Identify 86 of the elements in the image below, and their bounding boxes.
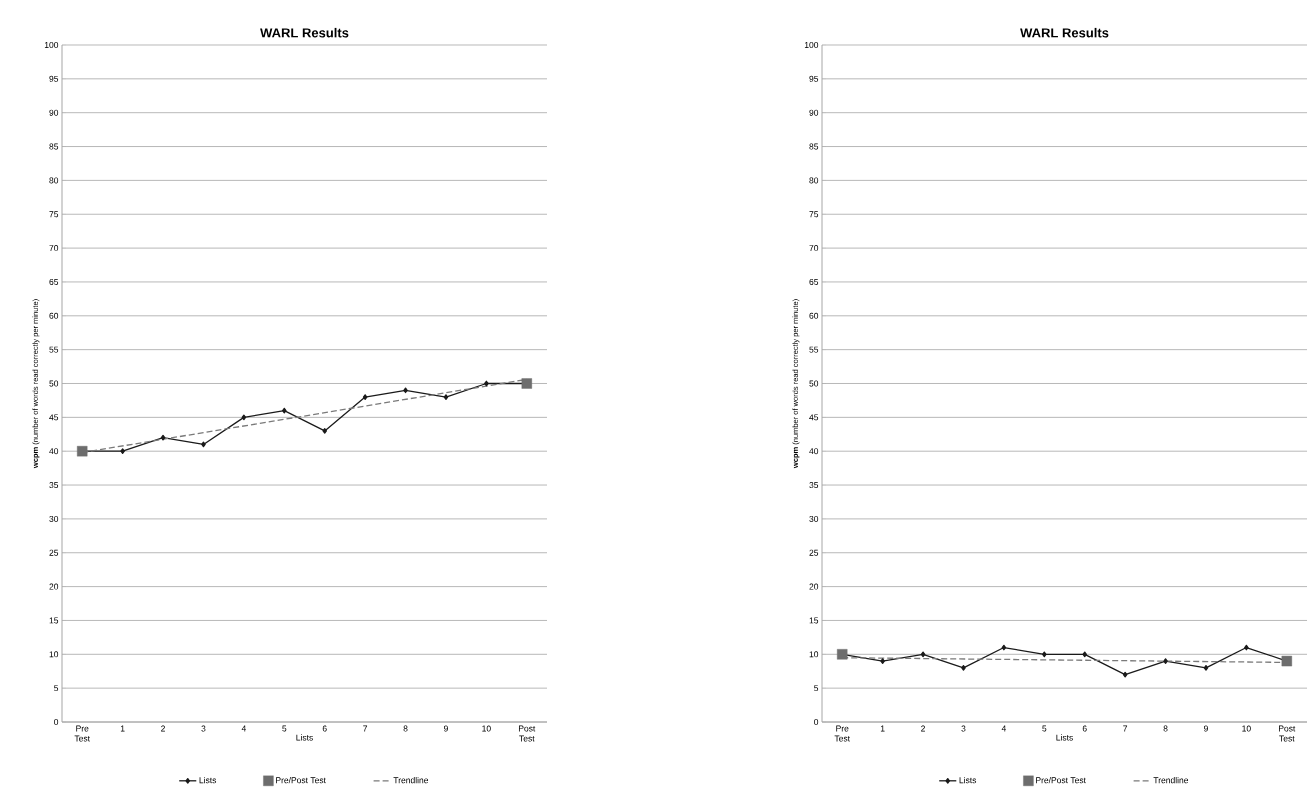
x-tick-label: 7	[363, 725, 368, 732]
x-tick-label: 6	[1082, 725, 1087, 732]
y-tick-label: 40	[49, 448, 59, 455]
x-tick-label: 1	[120, 725, 125, 732]
y-tick-label: 80	[809, 177, 819, 184]
y-tick-label: 90	[49, 109, 59, 116]
y-tick-label: 45	[809, 414, 819, 421]
y-tick-label: 90	[809, 109, 819, 116]
point	[282, 407, 287, 414]
y-tick-label: 95	[49, 75, 59, 82]
x-tick-label: 8	[1163, 725, 1168, 732]
x-tick-label: 7	[1123, 725, 1128, 732]
x-tick-label: 5	[1042, 725, 1047, 732]
y-tick-label: 30	[49, 515, 59, 522]
point	[443, 394, 449, 400]
y-tick-label: 35	[49, 482, 59, 489]
y-tick-label: 25	[809, 549, 819, 556]
y-tick-label: 70	[49, 245, 59, 252]
x-tick-label: 6	[322, 725, 327, 732]
point	[201, 441, 206, 448]
y-tick-label: 15	[809, 617, 819, 624]
y-tick-label: 10	[49, 651, 59, 658]
x-tick-label: 4	[1001, 725, 1007, 732]
x-tick-label: 2	[161, 725, 165, 732]
y-tick-label: 0	[814, 719, 819, 725]
x-tick-label: 10	[482, 725, 491, 732]
y-tick-label: 100	[804, 41, 819, 48]
x-axis-title: Lists	[296, 734, 313, 741]
y-tick-label: 65	[809, 278, 819, 285]
legend-label: Lists	[199, 776, 217, 784]
y-tick-label: 55	[49, 346, 59, 353]
y-tick-label: 60	[49, 312, 59, 319]
y-tick-label: 35	[809, 482, 819, 489]
point	[160, 434, 166, 441]
y-tick-label: 45	[49, 414, 59, 421]
point	[322, 428, 328, 434]
point	[241, 414, 247, 421]
legend-label: Trendline	[1153, 776, 1189, 784]
x-tick-label: Pre Test	[834, 725, 850, 742]
x-tick-label: Pre Test	[74, 725, 90, 742]
y-tick-label: 30	[809, 515, 819, 522]
y-tick-label: 75	[49, 211, 59, 218]
y-tick-label: 85	[809, 143, 819, 150]
y-tick-label: 20	[49, 583, 59, 590]
point	[484, 380, 489, 387]
y-tick-label: 75	[809, 211, 819, 218]
y-tick-label: 20	[809, 583, 819, 590]
x-tick-label: 8	[403, 725, 408, 732]
x-tick-label: Post Test	[518, 725, 536, 742]
y-tick-label: 80	[49, 177, 59, 184]
y-tick-label: 50	[49, 380, 59, 387]
y-tick-label: 5	[814, 685, 819, 692]
x-tick-label: 3	[961, 725, 966, 732]
y-tick-label: 5	[54, 685, 59, 692]
y-tick-label: 65	[49, 278, 59, 285]
legend-label: Trendline	[393, 776, 429, 784]
legend-label: Lists	[959, 776, 977, 784]
y-tick-label: 0	[54, 719, 59, 725]
y-tick-label: 25	[49, 549, 59, 556]
y-tick-label: 50	[809, 380, 819, 387]
chart-title: WARL Results	[260, 27, 349, 38]
y-tick-label: 70	[809, 245, 819, 252]
x-tick-label: 2	[921, 725, 925, 732]
x-axis-title: Lists	[1056, 734, 1073, 741]
y-tick-label: 85	[49, 143, 59, 150]
x-tick-label: 3	[201, 725, 206, 732]
y-tick-label: 15	[49, 617, 59, 624]
x-tick-label: 9	[443, 725, 448, 732]
y-tick-label: 55	[809, 346, 819, 353]
y-tick-label: 10	[809, 651, 819, 658]
y-tick-label: 60	[809, 312, 819, 319]
x-tick-label: 1	[880, 725, 885, 732]
y-tick-label: 100	[44, 41, 59, 48]
legend-label: Pre/Post Test	[1036, 776, 1086, 784]
x-tick-label: 10	[1242, 725, 1251, 732]
y-tick-label: 95	[809, 75, 819, 82]
x-tick-label: 5	[282, 725, 287, 732]
y-tick-label: 40	[809, 448, 819, 455]
point	[120, 448, 125, 455]
legend-label: Pre/Post Test	[276, 776, 326, 784]
x-tick-label: 4	[241, 725, 246, 732]
chart-title: WARL Results	[1020, 27, 1109, 38]
point	[362, 394, 368, 400]
x-tick-label: Post Test	[1278, 725, 1296, 742]
x-tick-label: 9	[1204, 725, 1208, 732]
point	[403, 387, 408, 394]
